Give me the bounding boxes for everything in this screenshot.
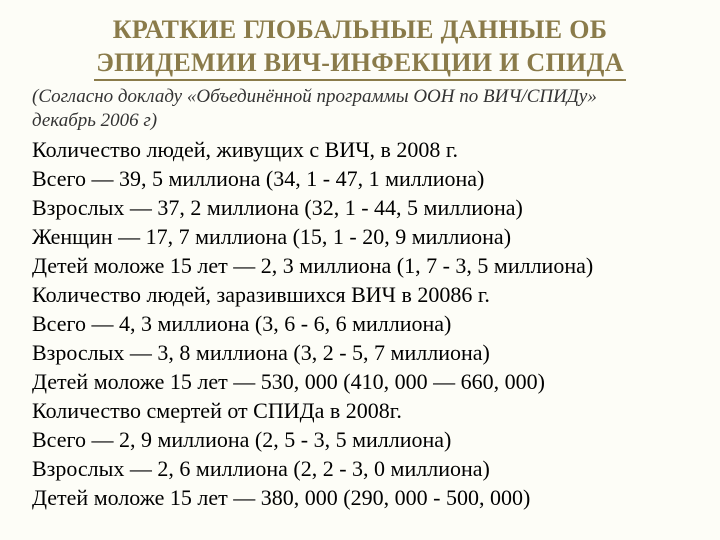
content-line: Взрослых — 2, 6 миллиона (2, 2 - 3, 0 ми… [32,454,692,483]
content-line: Детей моложе 15 лет — 530, 000 (410, 000… [32,367,692,396]
slide-title: КРАТКИЕ ГЛОБАЛЬНЫЕ ДАННЫЕ ОБ ЭПИДЕМИИ ВИ… [28,14,692,81]
title-line-2: ЭПИДЕМИИ ВИЧ-ИНФЕКЦИИ И СПИДА [28,47,692,82]
content-line: Всего — 39, 5 миллиона (34, 1 - 47, 1 ми… [32,164,692,193]
title-line-1: КРАТКИЕ ГЛОБАЛЬНЫЕ ДАННЫЕ ОБ [28,14,692,47]
content-line: Количество людей, заразившихся ВИЧ в 200… [32,280,692,309]
content-block: Количество людей, живущих с ВИЧ, в 2008 … [28,135,692,512]
content-line: Взрослых — 3, 8 миллиона (3, 2 - 5, 7 ми… [32,338,692,367]
subtitle-line-1: (Согласно докладу «Объединённой программ… [32,85,692,109]
content-line: Детей моложе 15 лет — 380, 000 (290, 000… [32,483,692,512]
content-line: Количество смертей от СПИДа в 2008г. [32,396,692,425]
content-line: Всего — 4, 3 миллиона (3, 6 - 6, 6 милли… [32,309,692,338]
content-line: Взрослых — 37, 2 миллиона (32, 1 - 44, 5… [32,193,692,222]
content-line: Количество людей, живущих с ВИЧ, в 2008 … [32,135,692,164]
content-line: Детей моложе 15 лет — 2, 3 миллиона (1, … [32,251,692,280]
content-line: Женщин — 17, 7 миллиона (15, 1 - 20, 9 м… [32,222,692,251]
content-line: Всего — 2, 9 миллиона (2, 5 - 3, 5 милли… [32,425,692,454]
slide-subtitle: (Согласно докладу «Объединённой программ… [28,85,692,133]
subtitle-line-2: декабрь 2006 г) [32,109,692,133]
